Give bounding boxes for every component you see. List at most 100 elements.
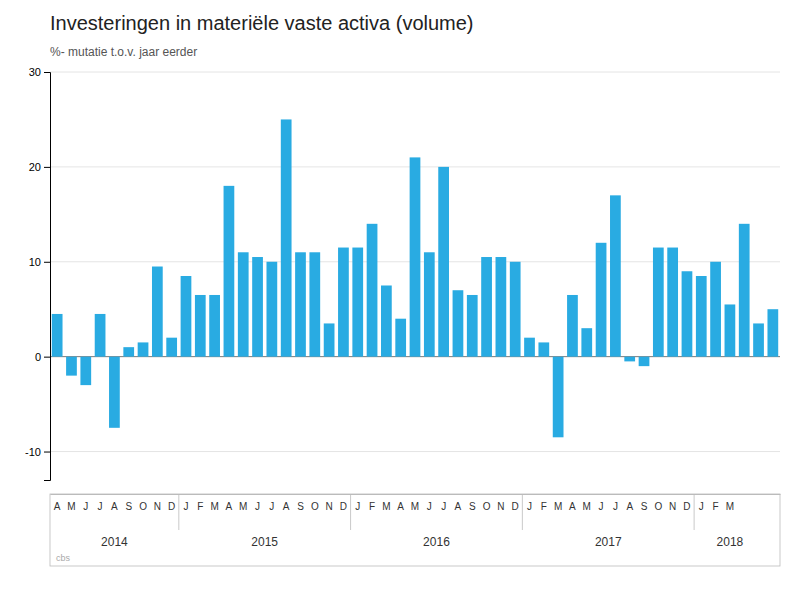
x-tick: D — [683, 494, 690, 512]
x-tick-label: J — [98, 501, 103, 512]
x-tick: A — [54, 494, 61, 512]
y-tick-label: 0 — [35, 351, 41, 363]
group-label: 2017 — [595, 535, 622, 549]
x-tick: J — [613, 494, 618, 512]
x-tick: A — [283, 494, 290, 512]
bar — [238, 252, 249, 356]
group-separator — [522, 494, 523, 530]
x-tick: J — [183, 494, 188, 512]
x-tick-label: D — [340, 501, 347, 512]
bar — [367, 224, 378, 357]
x-tick-label: S — [641, 501, 648, 512]
bar — [510, 262, 521, 357]
x-tick: A — [455, 494, 462, 512]
bar — [424, 252, 435, 356]
chart: Investeringen in materiële vaste activa… — [0, 0, 800, 600]
x-tick: A — [111, 494, 118, 512]
bar — [725, 304, 736, 356]
x-tick-label: A — [455, 501, 462, 512]
y-tick-label: 20 — [29, 161, 41, 173]
x-tick-label: J — [599, 501, 604, 512]
x-tick-label: M — [583, 501, 591, 512]
x-tick: S — [641, 494, 648, 512]
bar — [209, 295, 220, 357]
bar — [52, 314, 63, 357]
x-tick-label: M — [382, 501, 390, 512]
bar — [395, 319, 406, 357]
bar — [138, 342, 149, 356]
x-tick-label: N — [326, 501, 333, 512]
title: Investeringen in materiële vaste activa… — [50, 12, 474, 34]
bar — [767, 309, 778, 356]
x-tick-label: D — [168, 501, 175, 512]
bar — [166, 338, 177, 357]
bar — [753, 323, 764, 356]
x-tick-label: N — [497, 501, 504, 512]
bar — [481, 257, 492, 357]
y-tick: -10 — [25, 446, 50, 458]
group-separator — [350, 494, 351, 530]
y-tick-label: 30 — [29, 66, 41, 78]
y-tick-mark — [44, 262, 50, 263]
x-tick-label: F — [541, 501, 547, 512]
x-tick: M — [411, 494, 419, 512]
x-tick: J — [83, 494, 88, 512]
x-tick: M — [726, 494, 734, 512]
x-axis-line — [51, 494, 781, 495]
x-tick: O — [654, 494, 662, 512]
bar — [639, 357, 650, 366]
x-tick-label: F — [369, 501, 375, 512]
bar — [66, 357, 77, 376]
label-box: 20142015201620172018cbs — [50, 494, 780, 566]
x-tick: N — [154, 494, 161, 512]
x-tick-label: J — [355, 501, 360, 512]
bar — [567, 295, 578, 357]
x-tick-label: S — [469, 501, 476, 512]
bar — [324, 323, 335, 356]
grid — [50, 72, 780, 452]
x-tick-label: F — [197, 501, 203, 512]
x-tick-label: J — [269, 501, 274, 512]
x-tick-label: J — [613, 501, 618, 512]
subtitle: %- mutatie t.o.v. jaar eerder — [50, 45, 197, 59]
x-tick-label: O — [139, 501, 147, 512]
group-label: 2016 — [423, 535, 450, 549]
x-tick-label: A — [569, 501, 576, 512]
x-tick: J — [98, 494, 103, 512]
bar — [596, 243, 607, 357]
x-tick: N — [669, 494, 676, 512]
x-axis: AMJJASONDJFMAMJJASONDJFMAMJJASONDJFMAMJJ… — [51, 494, 781, 512]
bar — [496, 257, 507, 357]
y-tick: 10 — [29, 256, 50, 268]
x-tick-label: J — [255, 501, 260, 512]
y-tick: 20 — [29, 161, 50, 173]
x-tick: D — [512, 494, 519, 512]
y-tick-mark — [44, 357, 50, 358]
bar — [123, 347, 134, 356]
x-tick-label: J — [427, 501, 432, 512]
x-tick: S — [125, 494, 132, 512]
bar — [95, 314, 106, 357]
x-tick-label: A — [111, 501, 118, 512]
bar — [295, 252, 306, 356]
bar — [467, 295, 478, 357]
group-label: 2018 — [717, 535, 744, 549]
x-tick: J — [255, 494, 260, 512]
x-tick: A — [397, 494, 404, 512]
bar — [252, 257, 263, 357]
x-tick: S — [469, 494, 476, 512]
y-axis: -10 0 10 20 30 — [25, 66, 50, 480]
x-tick: F — [197, 494, 203, 512]
x-tick-label: A — [397, 501, 404, 512]
bar — [538, 342, 549, 356]
bar — [281, 119, 292, 356]
x-tick-label: A — [54, 501, 61, 512]
bar — [667, 248, 678, 357]
x-tick-label: M — [239, 501, 247, 512]
group-label: 2015 — [251, 535, 278, 549]
group-separator — [178, 494, 179, 530]
x-tick: O — [139, 494, 147, 512]
grid-line — [50, 451, 780, 452]
x-tick: A — [626, 494, 633, 512]
bar — [453, 290, 464, 356]
